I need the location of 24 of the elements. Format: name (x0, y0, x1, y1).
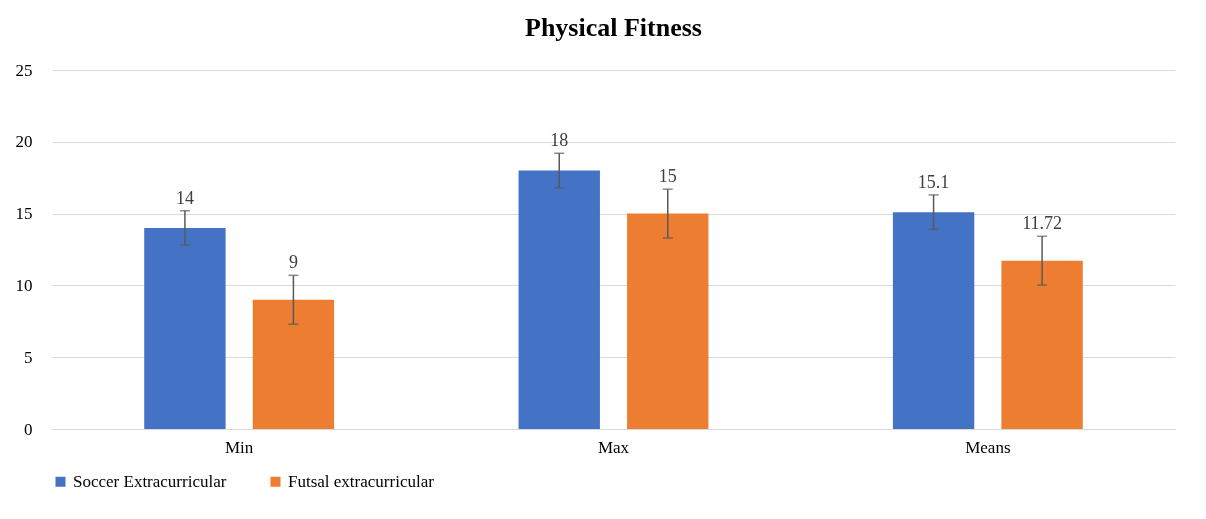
bar (627, 213, 709, 429)
y-tick-label: 20 (15, 132, 33, 152)
y-tick-label: 5 (24, 347, 33, 367)
bar (518, 170, 600, 429)
bar (1001, 260, 1083, 429)
y-tick-label: 0 (24, 419, 33, 439)
legend-label: Futsal extracurricular (288, 471, 435, 491)
y-tick-label: 25 (15, 60, 33, 80)
data-label: 14 (175, 187, 194, 208)
chart-title: Physical Fitness (525, 13, 702, 42)
y-tick-label: 10 (15, 275, 33, 295)
data-label: 18 (550, 130, 569, 151)
data-label: 15 (658, 166, 677, 187)
bar (892, 212, 975, 429)
y-tick-label: 15 (15, 204, 33, 224)
data-label: 15.1 (917, 171, 950, 192)
bar (144, 227, 226, 429)
legend-label: Soccer Extracurricular (73, 471, 227, 491)
data-label: 11.72 (1022, 213, 1063, 234)
x-tick-label: Min (224, 437, 254, 457)
x-tick-label: Means (965, 437, 1011, 457)
bar (252, 299, 335, 429)
data-label: 9 (288, 252, 298, 273)
x-tick-label: Max (597, 437, 630, 457)
